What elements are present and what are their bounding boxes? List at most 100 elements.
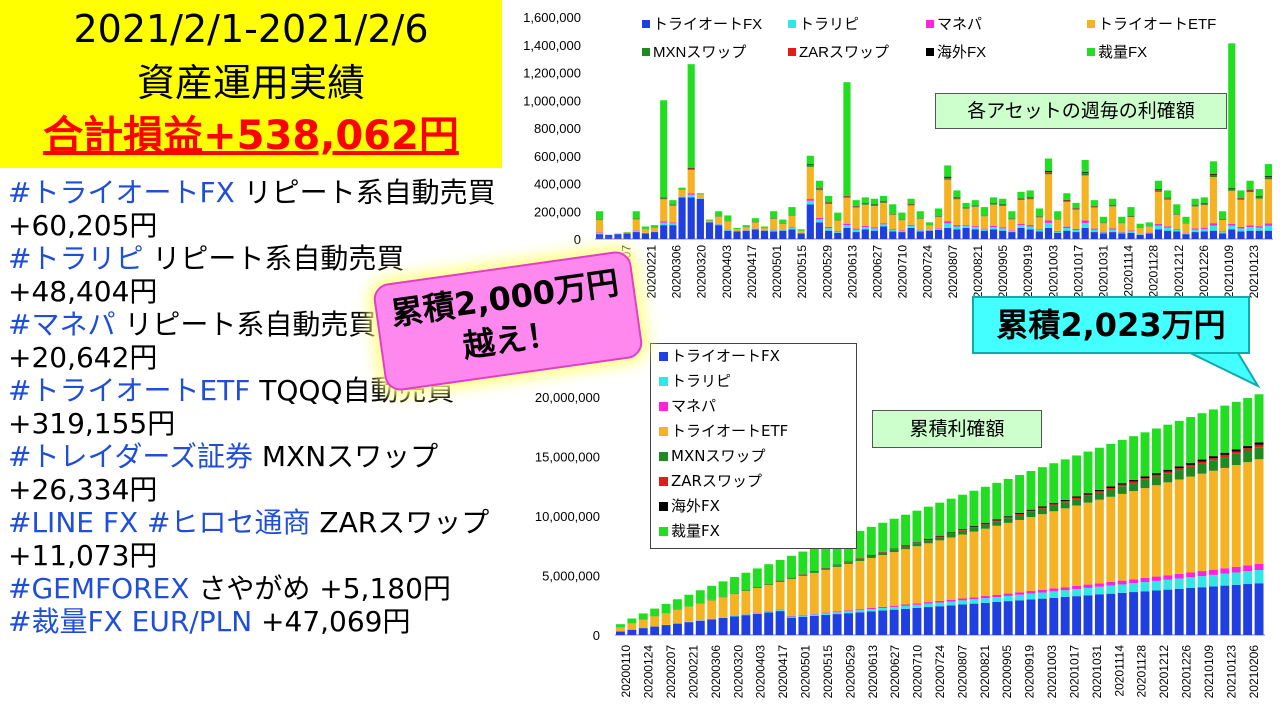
week-bar <box>1026 190 1034 239</box>
week-bar <box>760 226 769 239</box>
bar-segment <box>866 526 876 556</box>
bar-segment <box>989 204 998 226</box>
bar-segment <box>1255 227 1263 231</box>
bar-segment <box>1106 443 1116 487</box>
bar-segment <box>898 230 906 233</box>
bar-segment <box>1118 216 1126 223</box>
bar-segment <box>912 546 922 604</box>
bar-segment <box>1151 473 1161 475</box>
bar-segment <box>889 609 899 635</box>
bar-segment <box>821 613 831 615</box>
bar-segment <box>1127 230 1135 232</box>
bar-segment <box>705 222 714 239</box>
week-bar <box>806 155 814 239</box>
bar-segment <box>1063 226 1071 228</box>
bar-segment <box>971 206 979 207</box>
bar-segment <box>661 603 671 613</box>
bar-segment <box>946 601 956 606</box>
result-tag[interactable]: #マネパ <box>8 308 116 341</box>
result-tag[interactable]: #トライオートFX <box>8 176 235 209</box>
x-tick-label: 20210109 <box>1202 645 1216 699</box>
bar-segment <box>1017 191 1025 199</box>
bar-segment <box>1015 514 1025 520</box>
bar-segment <box>1163 579 1173 590</box>
bar-segment <box>852 200 860 206</box>
bar-segment <box>992 521 1002 526</box>
bar-segment <box>1208 574 1218 587</box>
bar-segment <box>798 575 808 615</box>
bar-segment <box>912 542 922 543</box>
bar-segment <box>1208 470 1218 570</box>
cumulative-total-callout: 累積2,023万円 <box>972 296 1250 354</box>
bar-segment <box>760 226 769 228</box>
x-tick-label: 20200320 <box>731 645 745 699</box>
result-tag[interactable]: #LINE FX #ヒロセ通商 <box>8 506 311 539</box>
bar-segment <box>1255 226 1263 228</box>
bar-segment <box>916 231 924 239</box>
bar-segment <box>730 594 739 616</box>
bar-segment <box>1003 601 1013 635</box>
result-row-4: #トレイダーズ証券 MXNスワップ <box>8 440 528 473</box>
week-bar <box>1017 191 1025 239</box>
x-tick-label: 20200320 <box>695 245 709 299</box>
bar-segment <box>1081 172 1089 174</box>
bar-segment <box>912 542 922 544</box>
bar-segment <box>1197 463 1207 474</box>
x-tick-label: 20201212 <box>1172 245 1186 299</box>
bar-segment <box>1220 452 1230 455</box>
bar-segment <box>1094 491 1104 493</box>
bar-segment <box>1129 479 1139 482</box>
result-tag[interactable]: #トレイダーズ証券 <box>8 440 253 473</box>
bar-segment <box>923 602 933 604</box>
bar-segment <box>1044 222 1053 228</box>
bar-segment <box>901 545 910 547</box>
x-tick-label: 20200919 <box>1023 645 1037 699</box>
bar-segment <box>605 234 613 239</box>
bar-segment <box>1117 584 1127 593</box>
cumulative-bar <box>1151 428 1161 635</box>
bar-segment <box>944 177 952 179</box>
bar-segment <box>1237 226 1245 229</box>
bar-segment <box>901 605 910 609</box>
bar-segment <box>1127 217 1135 231</box>
result-tag[interactable]: #トライオートETF <box>8 374 251 407</box>
bar-segment <box>1246 180 1254 190</box>
bar-segment <box>1026 511 1036 518</box>
result-tag[interactable]: #裁量FX EUR/PLN <box>8 605 253 638</box>
bar-segment <box>992 525 1002 595</box>
bar-segment <box>1037 598 1047 635</box>
bar-segment <box>907 227 915 239</box>
bar-segment <box>992 520 1002 522</box>
bar-segment <box>1099 223 1108 233</box>
result-tag[interactable]: #トラリピ <box>8 242 144 275</box>
bar-segment <box>1182 233 1190 235</box>
x-tick-label: 20200807 <box>955 645 969 699</box>
bar-segment <box>1243 565 1253 572</box>
bar-segment <box>962 225 970 227</box>
bar-segment <box>825 228 833 231</box>
bar-segment <box>787 555 796 578</box>
bar-segment <box>632 232 640 239</box>
bar-segment <box>1197 571 1207 577</box>
bar-segment <box>1254 583 1264 635</box>
bar-segment <box>730 615 739 617</box>
bar-segment <box>1035 229 1043 231</box>
bar-segment <box>1208 456 1218 459</box>
bar-segment <box>687 169 695 194</box>
result-tag[interactable]: #GEMFOREX <box>8 572 190 605</box>
cumulative-bar <box>923 506 933 635</box>
week-bar <box>705 219 714 239</box>
legend-entry: 海外FX <box>651 494 856 519</box>
cumulative-bar <box>878 522 888 635</box>
bar-segment <box>989 226 998 230</box>
bar-segment <box>898 220 906 231</box>
bar-segment <box>944 223 952 228</box>
week-bar <box>999 198 1007 239</box>
bar-segment <box>1037 514 1047 590</box>
bar-segment <box>1220 467 1230 569</box>
bar-segment <box>1220 585 1230 635</box>
bar-segment <box>834 220 842 232</box>
week-bar <box>1145 222 1153 239</box>
x-tick-label: 20200124 <box>642 645 656 699</box>
cumulative-bar <box>730 577 739 635</box>
